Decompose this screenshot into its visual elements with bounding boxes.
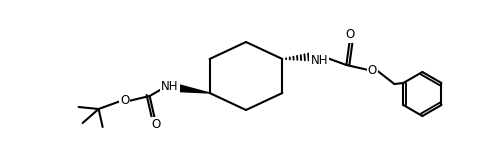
Text: O: O	[120, 94, 129, 107]
Text: O: O	[346, 29, 355, 41]
Text: O: O	[151, 119, 160, 132]
Text: NH: NH	[311, 53, 328, 66]
Text: O: O	[368, 63, 377, 76]
Text: NH: NH	[161, 80, 178, 92]
Polygon shape	[177, 84, 210, 93]
